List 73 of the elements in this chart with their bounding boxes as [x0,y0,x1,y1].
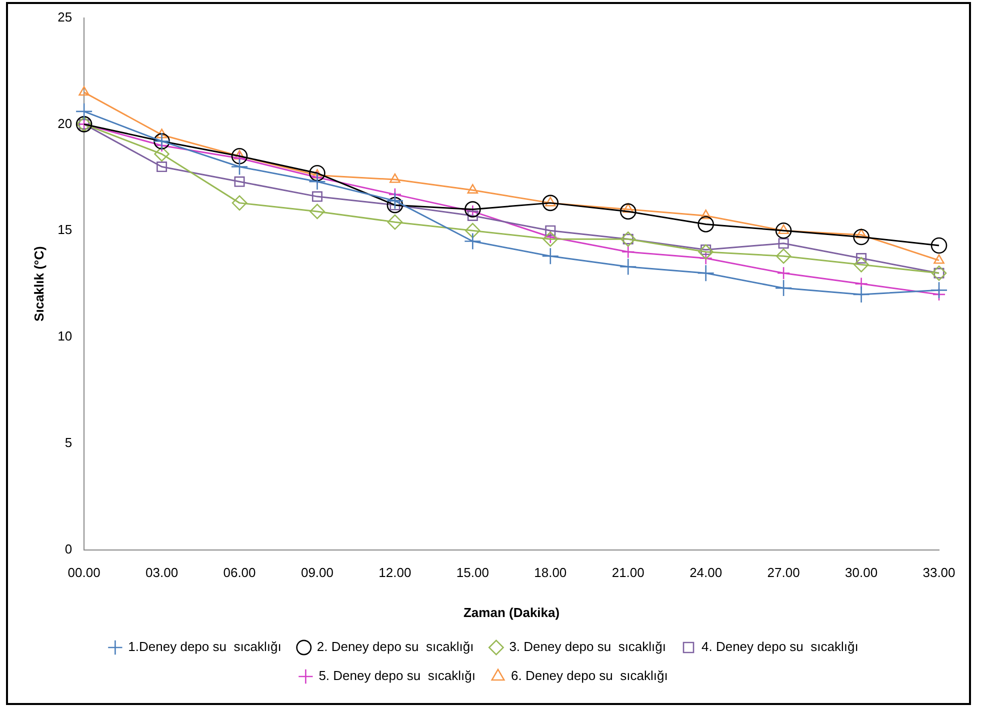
point [934,254,944,264]
point [467,184,478,194]
point [698,244,714,260]
legend-label: 3. Deney depo su sıcaklığı [509,639,666,654]
point [775,222,792,239]
point [852,286,870,304]
point [312,191,322,202]
y-tick-label: 25 [58,9,72,24]
x-axis-title: Zaman (Dakika) [463,604,560,620]
x-tick-label: 03.00 [146,565,178,580]
point [309,164,326,182]
x-tick-label: 21.00 [612,565,644,580]
x-tick-label: 18.00 [534,565,567,580]
point [310,204,325,220]
y-tick-label: 15 [58,222,72,238]
y-axis-title: Sıcaklık (°C) [31,246,46,322]
point [620,203,636,220]
point [778,238,789,249]
point [308,173,326,190]
point [78,86,90,96]
legend-label: 6. Deney depo su sıcaklığı [511,668,668,684]
x-tick-label: 00.00 [68,565,100,580]
point [542,231,558,247]
legend-label: 5. Deney depo su sıcaklığı [318,668,476,684]
legend-label: 4. Deney depo su sıcaklığı [702,639,858,654]
x-tick-label: 12.00 [378,565,412,580]
point [853,228,870,246]
x-tick-label: 24.00 [690,565,722,580]
x-tick-label: 15.00 [456,565,489,580]
legend-label: 2. Deney depo su sıcaklığı [316,639,474,654]
point [544,230,558,244]
point [545,225,556,236]
point [621,245,635,259]
point [542,247,560,265]
point [774,279,792,297]
y-tick-label: 10 [58,328,72,344]
point [231,148,248,164]
point [390,173,400,183]
point [387,214,403,230]
point [856,253,867,264]
point [465,222,480,238]
x-tick-label: 33.00 [922,565,956,580]
point [930,282,948,299]
point [75,102,93,120]
point [776,266,790,280]
y-tick-label: 5 [64,434,72,450]
point [776,248,792,264]
x-tick-label: 09.00 [300,565,334,580]
point [930,237,948,254]
point [699,252,712,265]
point [386,196,404,214]
y-tick-label: 20 [58,116,72,131]
point [230,158,248,176]
point [464,232,482,250]
x-tick-label: 30.00 [845,565,878,580]
point [464,201,481,218]
point [700,210,712,220]
point [619,258,637,276]
point [156,128,168,138]
x-tick-label: 27.00 [767,565,800,580]
x-tick-label: 06.00 [223,565,256,580]
point [698,216,714,232]
point [386,192,404,210]
point [154,146,170,162]
point [234,176,245,187]
y-tick-label: 0 [64,541,72,556]
point [542,194,559,212]
point [697,264,714,282]
point [232,195,248,211]
point [854,257,869,272]
point [467,210,478,221]
point [156,162,168,172]
legend-label: 1.Deney depo su sıcaklığı [128,639,282,654]
